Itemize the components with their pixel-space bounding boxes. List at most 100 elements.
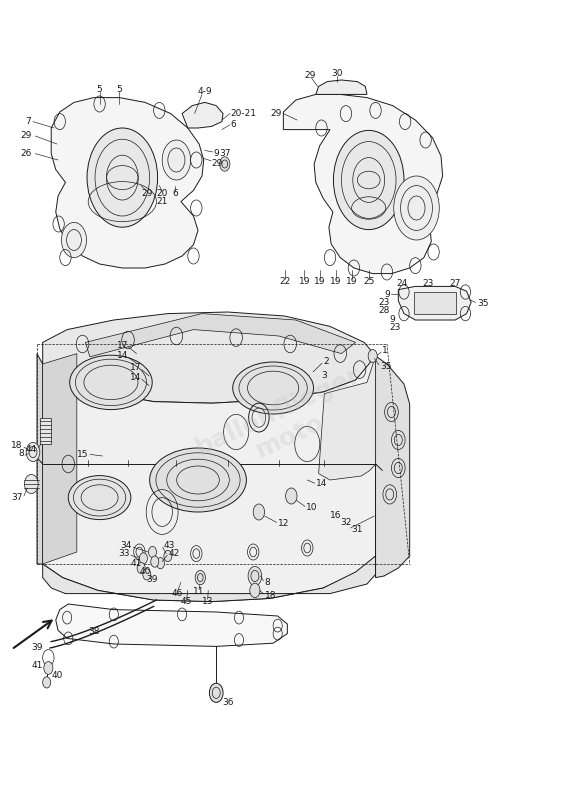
Circle shape (220, 157, 230, 171)
Circle shape (26, 442, 40, 462)
Text: 7: 7 (26, 117, 31, 126)
Polygon shape (182, 102, 223, 128)
Text: 29: 29 (141, 189, 152, 198)
Text: 35: 35 (380, 362, 391, 371)
Text: 17: 17 (130, 363, 141, 373)
Polygon shape (43, 356, 376, 602)
Text: 35: 35 (477, 299, 488, 309)
Text: 45: 45 (181, 597, 192, 606)
Ellipse shape (68, 475, 131, 520)
Text: 2: 2 (323, 357, 329, 366)
FancyBboxPatch shape (40, 418, 51, 444)
Text: 27: 27 (450, 279, 461, 289)
Circle shape (43, 677, 51, 688)
Text: 33: 33 (118, 549, 130, 558)
Ellipse shape (70, 355, 152, 410)
Circle shape (156, 558, 164, 569)
Text: 34: 34 (121, 541, 132, 550)
Text: 1: 1 (382, 346, 388, 355)
Polygon shape (316, 80, 367, 94)
Text: 18: 18 (265, 590, 276, 600)
Text: 9: 9 (384, 290, 390, 299)
Ellipse shape (150, 448, 246, 512)
Text: 19: 19 (299, 277, 310, 286)
Polygon shape (37, 354, 43, 564)
Text: 12: 12 (278, 519, 289, 529)
Text: 46: 46 (172, 589, 183, 598)
Text: 15: 15 (77, 450, 88, 459)
Circle shape (250, 583, 260, 598)
Text: 9: 9 (390, 315, 395, 325)
Ellipse shape (233, 362, 314, 414)
Circle shape (149, 546, 156, 558)
Text: 29: 29 (20, 131, 31, 141)
Text: 28: 28 (378, 306, 390, 315)
Circle shape (24, 474, 38, 494)
Text: 18: 18 (11, 441, 23, 450)
Circle shape (162, 140, 191, 180)
Text: 21: 21 (156, 197, 168, 206)
Circle shape (368, 350, 377, 362)
Text: 39: 39 (31, 643, 43, 653)
Text: 23: 23 (378, 298, 390, 307)
Polygon shape (376, 356, 410, 578)
Circle shape (333, 130, 404, 230)
Text: 44: 44 (26, 445, 37, 454)
Text: 22: 22 (279, 277, 290, 286)
Text: 16: 16 (330, 511, 341, 521)
Circle shape (137, 562, 145, 574)
Text: 40: 40 (139, 566, 151, 576)
Text: 14: 14 (316, 479, 327, 489)
Text: 6: 6 (230, 120, 236, 130)
Polygon shape (43, 556, 376, 602)
Polygon shape (56, 604, 287, 646)
Text: 37: 37 (11, 493, 23, 502)
Text: 23: 23 (390, 323, 401, 333)
Text: 8: 8 (265, 578, 270, 587)
Circle shape (139, 553, 147, 564)
Text: 9: 9 (213, 149, 219, 158)
Circle shape (44, 662, 53, 674)
Text: 36: 36 (222, 698, 233, 707)
Text: 8: 8 (18, 449, 24, 458)
Text: 29: 29 (304, 71, 316, 81)
Circle shape (394, 176, 439, 240)
Text: 6: 6 (172, 189, 178, 198)
Text: 19: 19 (346, 277, 357, 286)
Text: 5: 5 (97, 85, 102, 94)
Text: 41: 41 (131, 558, 142, 568)
Text: 13: 13 (202, 597, 213, 606)
Text: 19: 19 (314, 277, 325, 286)
Text: 31: 31 (352, 525, 363, 534)
Circle shape (248, 566, 262, 586)
Text: 39: 39 (147, 574, 158, 584)
Text: 29: 29 (270, 109, 282, 118)
Text: 40: 40 (51, 671, 63, 681)
Polygon shape (85, 314, 356, 357)
Polygon shape (43, 312, 376, 403)
Text: 41: 41 (31, 661, 43, 670)
Text: 32: 32 (340, 518, 352, 527)
Text: 11: 11 (193, 587, 205, 597)
Text: 25: 25 (363, 277, 374, 286)
Text: 14: 14 (130, 373, 141, 382)
Text: 38: 38 (88, 627, 100, 637)
Circle shape (151, 556, 159, 567)
Circle shape (164, 550, 172, 562)
Text: 42: 42 (168, 549, 180, 558)
Text: 30: 30 (331, 69, 343, 78)
Text: 5: 5 (117, 85, 122, 94)
Polygon shape (283, 94, 443, 274)
Text: 10: 10 (306, 503, 318, 513)
Circle shape (286, 488, 297, 504)
Circle shape (143, 569, 151, 580)
Text: 29: 29 (212, 158, 223, 168)
Text: 3: 3 (321, 371, 327, 381)
Circle shape (195, 570, 205, 585)
Text: 14: 14 (117, 351, 128, 361)
Polygon shape (398, 286, 471, 320)
Text: 20: 20 (156, 189, 168, 198)
Text: 4-9: 4-9 (197, 87, 212, 97)
Polygon shape (319, 356, 376, 480)
Text: 19: 19 (330, 277, 341, 286)
